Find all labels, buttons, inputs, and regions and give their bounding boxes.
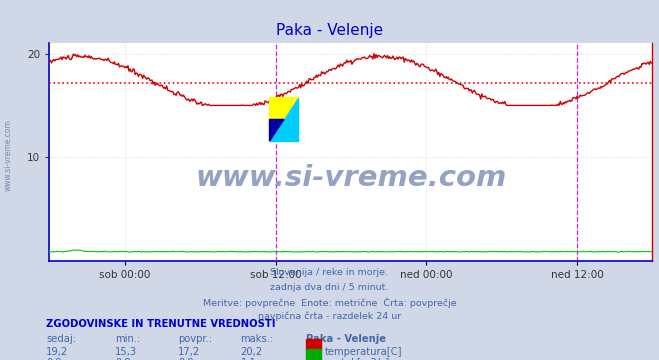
Text: Meritve: povprečne  Enote: metrične  Črta: povprečje: Meritve: povprečne Enote: metrične Črta:… [203,297,456,307]
Text: zadnja dva dni / 5 minut.: zadnja dva dni / 5 minut. [270,283,389,292]
Polygon shape [270,120,284,141]
Text: maks.:: maks.: [241,334,273,344]
Text: 17,2: 17,2 [178,347,200,357]
Text: 15,3: 15,3 [115,347,138,357]
Text: Slovenija / reke in morje.: Slovenija / reke in morje. [270,268,389,277]
Text: navpična črta - razdelek 24 ur: navpična črta - razdelek 24 ur [258,311,401,321]
Text: pretok[m3/s]: pretok[m3/s] [325,358,389,360]
Text: 0,8: 0,8 [115,358,131,360]
Polygon shape [270,98,299,141]
Text: min.:: min.: [115,334,141,344]
Polygon shape [270,98,299,141]
Text: www.si-vreme.com: www.si-vreme.com [195,164,507,192]
Text: Paka - Velenje: Paka - Velenje [306,334,386,344]
Text: ZGODOVINSKE IN TRENUTNE VREDNOSTI: ZGODOVINSKE IN TRENUTNE VREDNOSTI [46,319,275,329]
Text: 19,2: 19,2 [46,347,69,357]
Text: temperatura[C]: temperatura[C] [325,347,403,357]
Text: 0,9: 0,9 [178,358,194,360]
Text: sedaj:: sedaj: [46,334,76,344]
Text: 0,9: 0,9 [46,358,62,360]
Text: 20,2: 20,2 [241,347,263,357]
Text: Paka - Velenje: Paka - Velenje [276,23,383,39]
Text: 1,1: 1,1 [241,358,256,360]
Text: povpr.:: povpr.: [178,334,212,344]
Text: www.si-vreme.com: www.si-vreme.com [3,119,13,191]
